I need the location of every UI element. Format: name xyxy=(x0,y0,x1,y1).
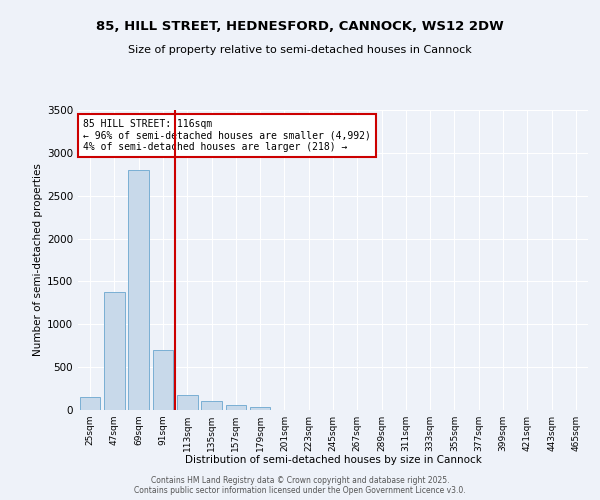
Bar xyxy=(250,408,271,410)
Bar xyxy=(177,395,197,410)
Bar xyxy=(80,397,100,410)
Text: 85 HILL STREET: 116sqm
← 96% of semi-detached houses are smaller (4,992)
4% of s: 85 HILL STREET: 116sqm ← 96% of semi-det… xyxy=(83,119,371,152)
Text: Size of property relative to semi-detached houses in Cannock: Size of property relative to semi-detach… xyxy=(128,45,472,55)
Text: 85, HILL STREET, HEDNESFORD, CANNOCK, WS12 2DW: 85, HILL STREET, HEDNESFORD, CANNOCK, WS… xyxy=(96,20,504,33)
Bar xyxy=(128,170,149,410)
Bar xyxy=(104,292,125,410)
Bar xyxy=(152,350,173,410)
X-axis label: Distribution of semi-detached houses by size in Cannock: Distribution of semi-detached houses by … xyxy=(185,456,481,466)
Text: Contains HM Land Registry data © Crown copyright and database right 2025.
Contai: Contains HM Land Registry data © Crown c… xyxy=(134,476,466,495)
Y-axis label: Number of semi-detached properties: Number of semi-detached properties xyxy=(33,164,43,356)
Bar xyxy=(226,405,246,410)
Bar xyxy=(201,400,222,410)
